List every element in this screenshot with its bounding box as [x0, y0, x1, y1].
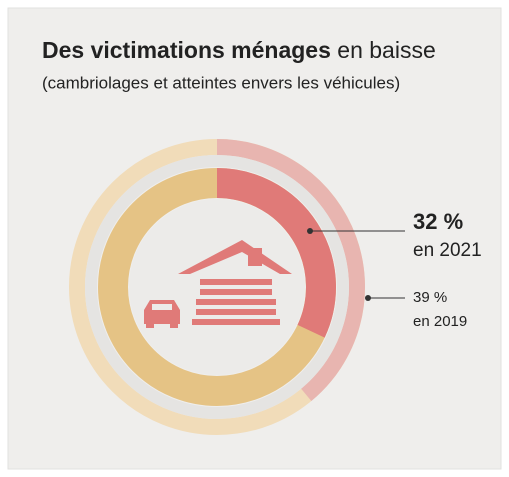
chart-subtitle: (cambriolages et atteintes envers les vé…	[42, 73, 400, 92]
car-wheel	[146, 322, 154, 328]
house-log	[200, 279, 272, 285]
value-label: 32 %	[413, 209, 463, 234]
house-chimney	[248, 248, 262, 266]
rings	[69, 139, 365, 435]
house-log	[196, 309, 276, 315]
center	[129, 199, 305, 375]
leader-dot	[307, 228, 313, 234]
icons	[144, 240, 292, 328]
value-label: 39 %	[413, 289, 447, 306]
house-log	[196, 299, 276, 305]
title-suffix: en baisse	[337, 37, 435, 63]
house-log	[200, 289, 272, 295]
car-window	[152, 304, 172, 310]
car-wheel	[170, 322, 178, 328]
gap-ring	[85, 155, 349, 419]
series-label: en 2021	[413, 240, 482, 261]
house-roof	[178, 240, 292, 274]
series-label: en 2019	[413, 313, 467, 330]
ring-arc	[216, 139, 365, 402]
house-log	[192, 319, 280, 325]
chart-title: Des victimations ménages en baisse	[42, 37, 436, 63]
car	[144, 300, 180, 324]
ring-arc	[216, 168, 336, 338]
leader-dot	[365, 295, 371, 301]
title-emphasis: Des victimations ménages	[42, 37, 331, 63]
